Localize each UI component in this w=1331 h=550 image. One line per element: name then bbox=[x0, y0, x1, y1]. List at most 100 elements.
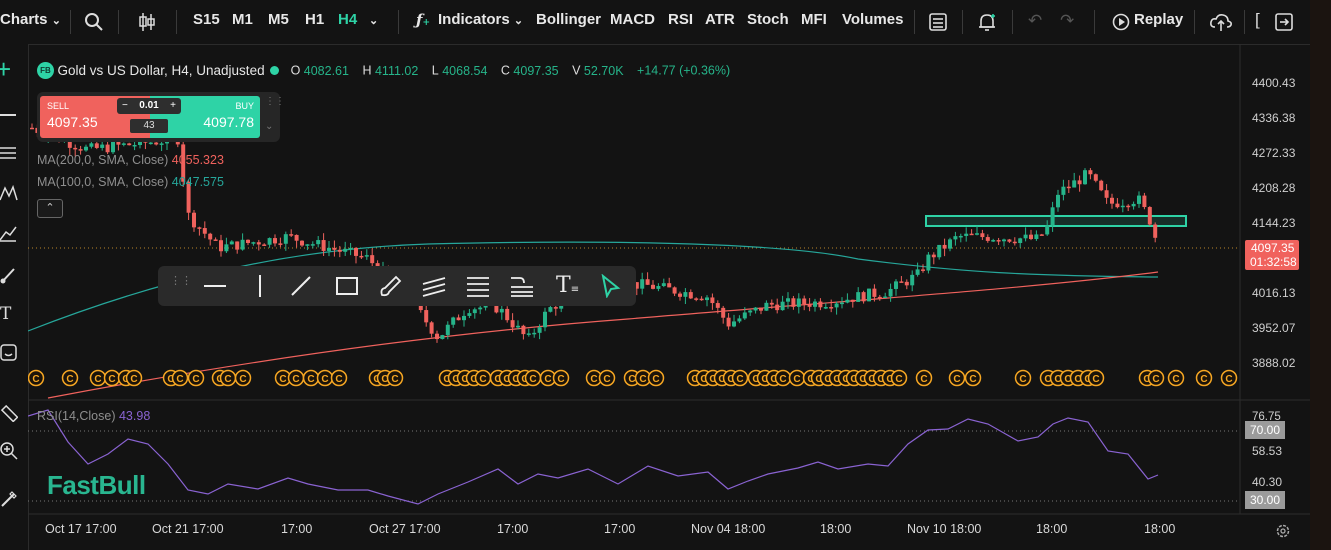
candle-body bbox=[1056, 194, 1060, 208]
event-marker-glyph: C bbox=[1074, 374, 1081, 385]
candle-body bbox=[786, 298, 790, 302]
candle-body bbox=[845, 299, 850, 303]
candle-body bbox=[1066, 186, 1071, 189]
cloud-upload-icon[interactable] bbox=[1209, 12, 1233, 32]
event-marker-glyph: C bbox=[494, 374, 501, 385]
candle-body bbox=[478, 307, 483, 310]
candle-body bbox=[499, 308, 504, 313]
rectangle-tool-icon[interactable] bbox=[336, 276, 358, 296]
zoom-in-icon[interactable] bbox=[0, 442, 18, 460]
indicator-atr[interactable]: ATR bbox=[705, 11, 735, 28]
candle-body bbox=[742, 312, 747, 319]
cursor-tool-icon[interactable] bbox=[600, 274, 622, 298]
candlestick-type-icon[interactable] bbox=[136, 11, 158, 33]
timeframe-more-chevron-icon[interactable]: ⌄ bbox=[369, 15, 379, 27]
floating-drawing-toolbar: ⋮⋮ T≡ bbox=[158, 266, 636, 306]
redo-icon[interactable]: ↷ bbox=[1060, 11, 1075, 30]
indicators-menu[interactable]: Indicators ⌄ bbox=[438, 11, 523, 28]
candle-body bbox=[89, 143, 94, 147]
timeframe-h4[interactable]: H4 bbox=[338, 11, 358, 28]
candle-body bbox=[354, 247, 358, 256]
indicator-volumes[interactable]: Volumes bbox=[842, 11, 904, 28]
candle-body bbox=[926, 254, 931, 271]
settings-gear-icon[interactable] bbox=[1275, 523, 1291, 539]
candle-body bbox=[688, 292, 693, 299]
event-marker-glyph: C bbox=[239, 374, 246, 385]
event-marker bbox=[552, 369, 570, 387]
indicator-macd[interactable]: MACD bbox=[610, 11, 655, 28]
timeframe-s15[interactable]: S15 bbox=[193, 11, 220, 28]
indicator-bollinger[interactable]: Bollinger bbox=[536, 11, 602, 28]
collapse-indicators-button[interactable]: ⌃ bbox=[37, 199, 63, 218]
event-marker bbox=[187, 369, 205, 387]
text-tool-icon[interactable]: T bbox=[0, 304, 12, 324]
vertical-line-tool-icon[interactable] bbox=[259, 275, 261, 297]
event-marker bbox=[171, 369, 189, 387]
event-marker-glyph: C bbox=[859, 374, 866, 385]
candle-body bbox=[1137, 195, 1141, 204]
parallel-lines-tool-icon[interactable] bbox=[0, 144, 18, 162]
drag-handle-icon[interactable]: ⋮⋮ bbox=[265, 96, 285, 107]
candle-body bbox=[1126, 205, 1131, 208]
fib-levels-tool-icon[interactable] bbox=[466, 275, 490, 297]
event-marker bbox=[125, 369, 143, 387]
indicator-mfi[interactable]: MFI bbox=[801, 11, 827, 28]
template-icon[interactable] bbox=[928, 12, 948, 32]
trend-tool-icon[interactable] bbox=[0, 224, 18, 242]
plus-icon[interactable]: + bbox=[170, 100, 176, 111]
alert-bell-icon[interactable] bbox=[976, 11, 998, 33]
fastbull-watermark-logo: FastBull bbox=[47, 470, 146, 500]
event-marker-glyph: C bbox=[335, 374, 342, 385]
candle-body bbox=[267, 238, 272, 245]
brush-tool-icon[interactable] bbox=[0, 266, 18, 284]
minus-icon[interactable]: − bbox=[122, 100, 128, 111]
charts-menu[interactable]: Charts ⌄ bbox=[0, 11, 61, 28]
emoji-tool-icon[interactable] bbox=[0, 344, 18, 362]
candle-body bbox=[1023, 234, 1028, 239]
replay-icon[interactable] bbox=[1111, 12, 1131, 32]
indicator-stoch[interactable]: Stoch bbox=[747, 11, 789, 28]
brush-tool-icon[interactable] bbox=[378, 275, 402, 297]
candle-body bbox=[462, 315, 466, 321]
qty-stepper[interactable]: −0.01 + bbox=[117, 98, 181, 114]
fib-fan-tool-icon[interactable] bbox=[510, 275, 534, 297]
trend-line-tool-icon[interactable] bbox=[290, 275, 312, 297]
event-marker-glyph: C bbox=[167, 374, 174, 385]
event-marker-glyph: C bbox=[1200, 374, 1207, 385]
replay-button[interactable]: Replay bbox=[1134, 11, 1184, 28]
symbol-title[interactable]: Gold vs US Dollar, H4, Unadjusted bbox=[57, 63, 265, 78]
event-marker-glyph: C bbox=[969, 374, 976, 385]
horizontal-line-tool-icon[interactable] bbox=[204, 285, 226, 287]
timeframe-m5[interactable]: M5 bbox=[268, 11, 289, 28]
candle-body bbox=[899, 281, 904, 283]
event-marker-glyph: C bbox=[321, 374, 328, 385]
collapse-chevron-icon[interactable]: ⌄ bbox=[265, 121, 274, 132]
pattern-tool-icon[interactable] bbox=[0, 184, 18, 202]
indicator-rsi[interactable]: RSI bbox=[668, 11, 694, 28]
fullscreen-bracket-icon[interactable]: [ bbox=[1255, 10, 1260, 29]
timeframe-h1[interactable]: H1 bbox=[305, 11, 325, 28]
ruler-tool-icon[interactable] bbox=[0, 404, 18, 422]
event-marker-glyph: C bbox=[603, 374, 610, 385]
candle-body bbox=[640, 279, 645, 289]
event-marker bbox=[1195, 369, 1213, 387]
crosshair-icon[interactable]: + bbox=[0, 54, 12, 84]
search-icon[interactable] bbox=[84, 12, 104, 32]
divider bbox=[176, 10, 177, 34]
candle-body bbox=[775, 304, 780, 311]
candle-body bbox=[991, 240, 996, 242]
exit-icon[interactable] bbox=[1274, 12, 1294, 32]
event-marker-glyph: C bbox=[691, 374, 698, 385]
pencil-lock-icon[interactable] bbox=[0, 490, 18, 508]
candle-body bbox=[764, 302, 769, 311]
candle-body bbox=[780, 301, 785, 311]
timeframe-m1[interactable]: M1 bbox=[232, 11, 253, 28]
horizontal-line-tool-icon[interactable] bbox=[0, 114, 16, 116]
time-tick: 18:00 bbox=[1036, 522, 1068, 536]
parallel-channel-tool-icon[interactable] bbox=[422, 275, 446, 297]
candle-body bbox=[451, 317, 456, 325]
undo-icon[interactable]: ↶ bbox=[1028, 11, 1043, 30]
text-tool-icon[interactable]: T≡ bbox=[556, 273, 580, 298]
drag-handle-icon[interactable]: ⋮⋮ bbox=[170, 275, 192, 287]
